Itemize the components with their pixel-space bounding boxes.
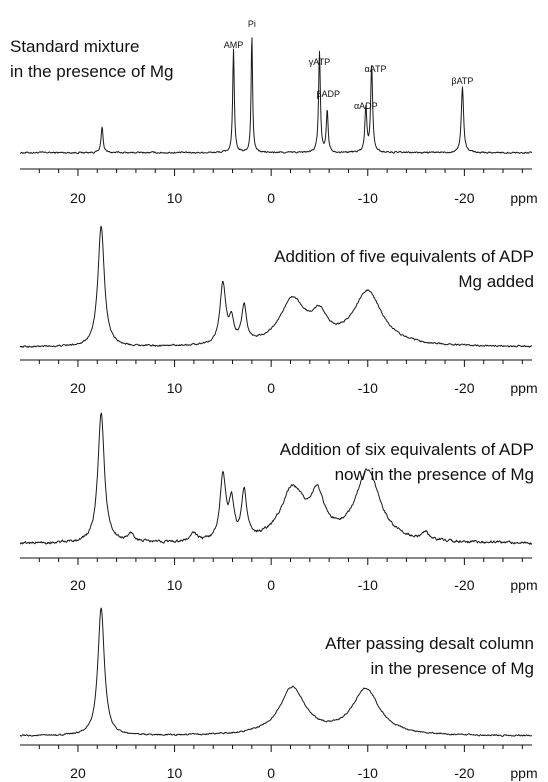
tick-label: 20 xyxy=(70,190,86,206)
panel-title-line: now in the presence of Mg xyxy=(335,465,534,484)
spectrum-panel: After passing desalt column in the presen… xyxy=(19,607,538,781)
spectrum-trace xyxy=(20,37,533,155)
tick-label: 20 xyxy=(70,577,86,593)
tick-label: 20 xyxy=(70,765,86,781)
peak-label: γATP xyxy=(309,57,330,67)
tick-label: 10 xyxy=(167,380,183,396)
spectrum-panel: Addition of five equivalents of ADP Mg ad… xyxy=(19,225,538,396)
tick-label: -10 xyxy=(358,380,378,396)
tick-label: -20 xyxy=(454,380,474,396)
panel-title-line: Addition of six equivalents of ADP xyxy=(280,440,534,459)
panel-title-line: Standard mixture xyxy=(10,37,139,56)
x-axis-label: ppm xyxy=(510,380,537,396)
spectrum-trace xyxy=(19,225,533,348)
tick-label: 20 xyxy=(70,380,86,396)
panel-title-line: Mg added xyxy=(458,272,534,291)
tick-label: 10 xyxy=(167,765,183,781)
x-axis-label: ppm xyxy=(510,765,537,781)
peak-label: βADP xyxy=(316,89,340,99)
spectrum-trace xyxy=(19,607,533,737)
peak-label: αATP xyxy=(364,64,386,74)
tick-label: -20 xyxy=(454,765,474,781)
spectrum-panel: Standard mixture in the presence of Mg 20 1… xyxy=(10,19,538,206)
tick-label: -10 xyxy=(358,765,378,781)
spectrum-panel: Addition of six equivalents of ADP now in… xyxy=(20,412,538,593)
panel-title-line: in the presence of Mg xyxy=(371,659,534,678)
tick-label: 0 xyxy=(267,190,275,206)
panel-title-line: in the presence of Mg xyxy=(10,62,173,81)
tick-label: 10 xyxy=(167,190,183,206)
tick-label: -10 xyxy=(358,190,378,206)
tick-label: -20 xyxy=(454,190,474,206)
peak-label: βATP xyxy=(451,76,473,86)
tick-label: 0 xyxy=(267,380,275,396)
tick-label: 0 xyxy=(267,577,275,593)
peak-label: αADP xyxy=(354,101,378,111)
x-axis-label: ppm xyxy=(510,190,537,206)
tick-label: -20 xyxy=(454,577,474,593)
spectrum-trace xyxy=(20,412,532,545)
panel-title-line: After passing desalt column xyxy=(325,634,534,653)
tick-label: 10 xyxy=(167,577,183,593)
x-axis-label: ppm xyxy=(510,577,537,593)
peak-label: Pi xyxy=(248,19,256,29)
tick-label: 0 xyxy=(267,765,275,781)
tick-label: -10 xyxy=(358,577,378,593)
peak-label: AMP xyxy=(224,40,244,50)
panel-title-line: Addition of five equivalents of ADP xyxy=(274,247,534,266)
